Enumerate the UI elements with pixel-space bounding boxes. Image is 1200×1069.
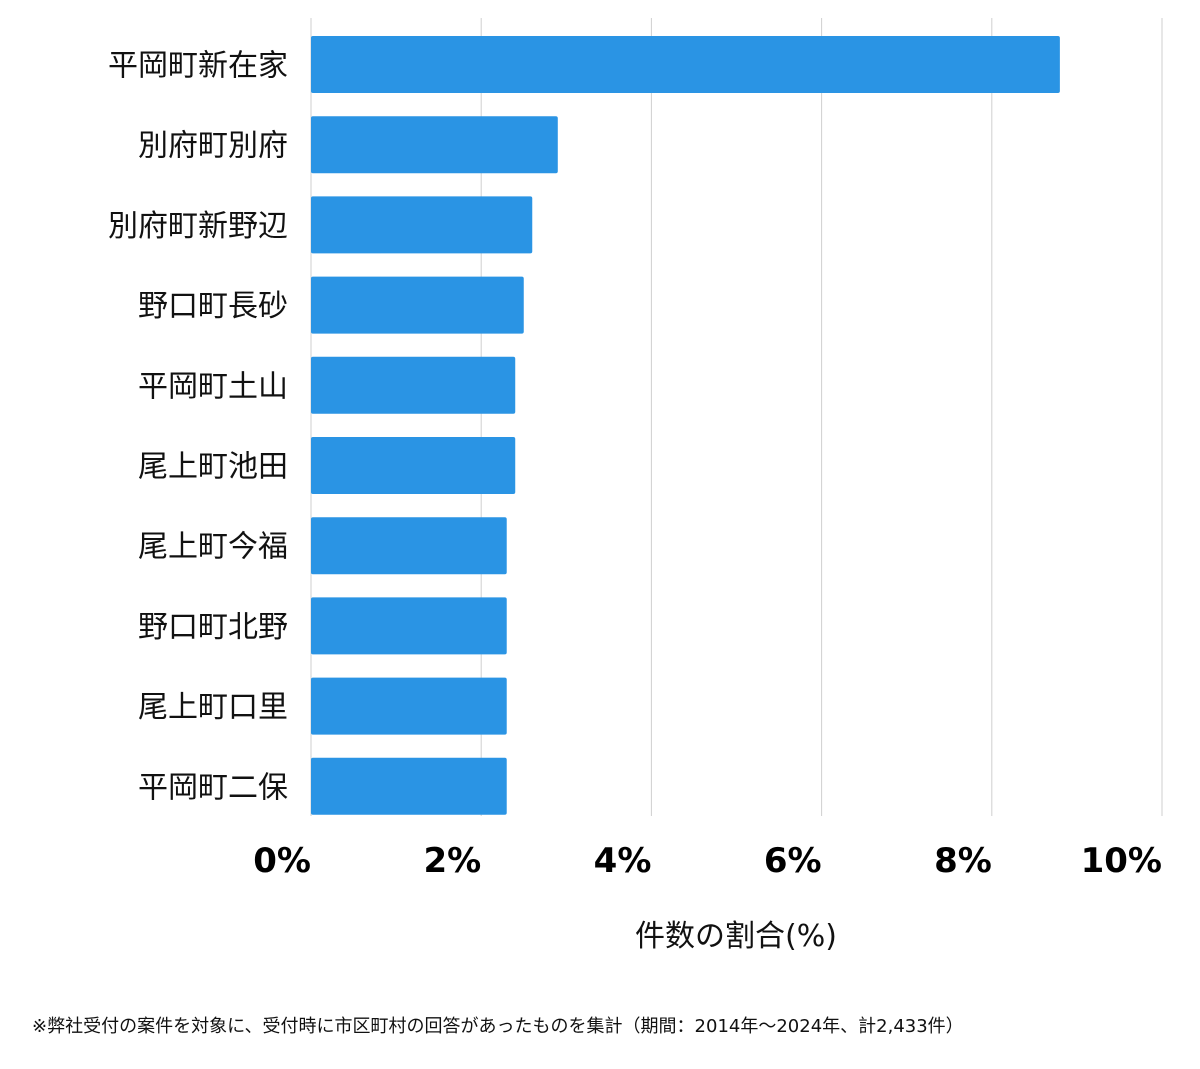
bar: [311, 276, 524, 334]
bar: [311, 437, 516, 494]
category-label: 尾上町今福: [138, 530, 288, 565]
x-axis-title: 件数の割合(%): [635, 919, 837, 954]
x-tick-label: 4%: [594, 841, 652, 881]
category-label: 平岡町二保: [138, 770, 288, 805]
bar-chart: 平岡町新在家別府町別府別府町新野辺野口町長砂平岡町土山尾上町池田尾上町今福野口町…: [108, 18, 1163, 954]
category-label: 別府町別府: [138, 129, 288, 164]
category-label: 尾上町口里: [138, 690, 288, 725]
category-labels: 平岡町新在家別府町別府別府町新野辺野口町長砂平岡町土山尾上町池田尾上町今福野口町…: [108, 49, 288, 806]
category-label: 尾上町池田: [138, 450, 288, 485]
bar: [311, 677, 507, 735]
category-label: 平岡町新在家: [108, 49, 288, 84]
bar: [311, 196, 533, 254]
footnote: ※弊社受付の案件を対象に、受付時に市区町村の回答があったものを集計（期間：201…: [32, 1016, 964, 1037]
category-label: 別府町新野辺: [108, 209, 288, 244]
bar: [311, 517, 507, 575]
bars: [311, 36, 1060, 815]
bar: [311, 597, 507, 655]
bar: [311, 757, 507, 815]
x-tick-label: 0%: [253, 841, 311, 881]
x-tick-label: 6%: [764, 841, 822, 881]
bar: [311, 356, 516, 414]
x-tick-labels: 0% 2% 4% 6% 8% 10%: [253, 841, 1162, 881]
x-tick-label: 8%: [934, 841, 992, 881]
category-label: 野口町長砂: [138, 289, 288, 324]
category-label: 野口町北野: [138, 610, 288, 645]
bar: [311, 36, 1060, 93]
x-tick-label: 2%: [423, 841, 481, 881]
x-tick-label: 10%: [1081, 841, 1162, 881]
bar: [311, 116, 558, 174]
category-label: 平岡町土山: [138, 369, 288, 404]
